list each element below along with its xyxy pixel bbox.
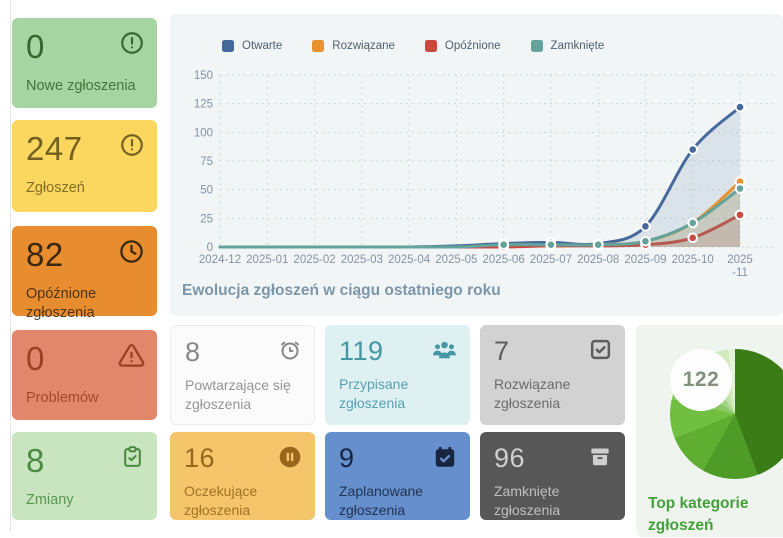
card-value: 9 bbox=[339, 443, 355, 473]
card-label: Zaplanowane zgłoszenia bbox=[339, 483, 424, 519]
card-problems[interactable]: 0 Problemów bbox=[12, 330, 157, 420]
svg-text:150: 150 bbox=[194, 70, 213, 82]
alert-triangle-icon bbox=[118, 344, 145, 367]
legend-swatch bbox=[222, 40, 234, 52]
svg-text:2025-01: 2025-01 bbox=[246, 254, 288, 266]
chart-legend: Otwarte Rozwiązane Opóźnione Zamknięte bbox=[222, 40, 604, 52]
svg-text:2025-03: 2025-03 bbox=[341, 254, 383, 266]
legend-item-zamkniete[interactable]: Zamknięte bbox=[530, 40, 605, 52]
card-label: Nowe zgłoszenia bbox=[26, 77, 136, 94]
legend-label: Rozwiązane bbox=[332, 40, 395, 52]
legend-label: Opóźnione bbox=[444, 40, 501, 52]
tickets-evolution-chart-card: Otwarte Rozwiązane Opóźnione Zamknięte 0… bbox=[170, 14, 783, 316]
legend-item-opoznione[interactable]: Opóźnione bbox=[424, 40, 501, 52]
card-label: Rozwiązane zgłoszenia bbox=[494, 376, 571, 412]
card-waiting-tickets[interactable]: 16 Oczekujące zgłoszenia bbox=[170, 432, 315, 520]
clipboard-check-icon bbox=[124, 446, 141, 467]
card-recurrent-tickets[interactable]: 8 Powtarzające się zgłoszenia bbox=[170, 325, 315, 425]
svg-text:2025-07: 2025-07 bbox=[530, 254, 572, 266]
card-label: Problemów bbox=[26, 389, 99, 406]
calendar-check-icon bbox=[435, 446, 455, 467]
legend-item-rozwiazane[interactable]: Rozwiązane bbox=[312, 40, 395, 52]
card-value: 0 bbox=[26, 28, 45, 65]
alarm-icon bbox=[281, 341, 299, 360]
svg-text:75: 75 bbox=[200, 156, 213, 168]
svg-text:2024-12: 2024-12 bbox=[199, 254, 241, 266]
chart-title: Ewolucja zgłoszeń w ciągu ostatniego rok… bbox=[182, 282, 501, 299]
legend-label: Zamknięte bbox=[550, 40, 605, 52]
svg-text:50: 50 bbox=[200, 185, 213, 197]
legend-swatch bbox=[530, 40, 543, 52]
card-solved-tickets[interactable]: 7 Rozwiązane zgłoszenia bbox=[480, 325, 625, 425]
svg-text:2025-09: 2025-09 bbox=[624, 254, 666, 266]
card-label: Zmiany bbox=[26, 491, 74, 508]
card-value: 96 bbox=[494, 443, 526, 473]
card-value: 7 bbox=[494, 336, 510, 366]
svg-text:2025-11: 2025 -11 bbox=[727, 254, 753, 279]
legend-swatch bbox=[424, 40, 437, 52]
svg-text:2025-04: 2025-04 bbox=[388, 254, 431, 266]
card-label: Zamknięte zgłoszenia bbox=[494, 483, 561, 519]
legend-swatch bbox=[312, 40, 325, 52]
card-closed-tickets[interactable]: 96 Zamknięte zgłoszenia bbox=[480, 432, 625, 520]
card-value: 119 bbox=[339, 336, 384, 366]
card-changes[interactable]: 8 Zmiany bbox=[12, 432, 157, 520]
svg-text:2025-06: 2025-06 bbox=[483, 254, 525, 266]
pause-circle-icon bbox=[279, 446, 301, 468]
svg-text:2025-10: 2025-10 bbox=[672, 254, 714, 266]
card-label: Zgłoszeń bbox=[26, 179, 85, 196]
svg-text:2025-05: 2025-05 bbox=[435, 254, 477, 266]
donut-card-title: Top kategorie zgłoszeń bbox=[648, 495, 749, 535]
square-check-icon bbox=[590, 339, 611, 360]
top-categories-card[interactable]: 122 Top kategorie zgłoszeń bbox=[636, 325, 783, 537]
donut-hole: 122 bbox=[670, 349, 732, 411]
line-chart[interactable]: 0 25 50 75 100 125 150 2024-12 2025-01 2025-02 202… bbox=[170, 60, 783, 280]
sidebar-strip bbox=[0, 0, 11, 531]
card-value: 247 bbox=[26, 130, 83, 167]
card-assigned-tickets[interactable]: 119 Przypisane zgłoszenia bbox=[325, 325, 470, 425]
card-new-tickets[interactable]: 0 Nowe zgłoszenia bbox=[12, 18, 157, 108]
svg-text:25: 25 bbox=[200, 213, 213, 225]
svg-text:100: 100 bbox=[194, 127, 213, 139]
svg-text:2025-02: 2025-02 bbox=[293, 254, 335, 266]
card-planned-tickets[interactable]: 9 Zaplanowane zgłoszenia bbox=[325, 432, 470, 520]
card-label: Oczekujące zgłoszenia bbox=[184, 483, 258, 519]
card-label: Powtarzające się zgłoszenia bbox=[185, 377, 291, 413]
svg-text:125: 125 bbox=[194, 99, 213, 111]
svg-text:0: 0 bbox=[207, 242, 213, 254]
card-value: 82 bbox=[26, 236, 64, 273]
card-label: Przypisane zgłoszenia bbox=[339, 376, 409, 412]
card-value: 0 bbox=[26, 340, 45, 377]
archive-icon bbox=[591, 448, 609, 466]
card-value: 8 bbox=[26, 442, 45, 479]
card-label: Opóźnione zgłoszenia bbox=[26, 285, 97, 322]
legend-item-otwarte[interactable]: Otwarte bbox=[222, 40, 282, 52]
alert-circle-icon bbox=[121, 32, 143, 54]
svg-text:2025-08: 2025-08 bbox=[577, 254, 619, 266]
clock-icon bbox=[120, 240, 143, 263]
alert-circle-icon bbox=[121, 134, 143, 156]
card-value: 16 bbox=[184, 443, 216, 473]
card-total-tickets[interactable]: 247 Zgłoszeń bbox=[12, 120, 157, 212]
users-icon bbox=[433, 341, 456, 359]
card-value: 8 bbox=[185, 337, 201, 367]
card-late-tickets[interactable]: 82 Opóźnione zgłoszenia bbox=[12, 226, 157, 321]
legend-label: Otwarte bbox=[242, 40, 283, 52]
donut-total: 122 bbox=[682, 368, 720, 391]
